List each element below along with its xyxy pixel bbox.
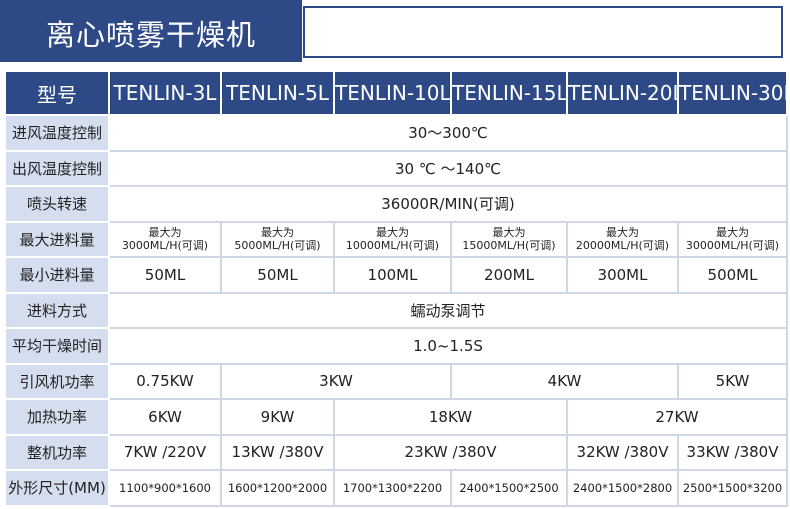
cell-line: 30000ML/H(可调) [685,239,780,253]
row: 引风机功率 0.75KW 3KW 4KW 5KW [4,362,788,400]
row: 外形尺寸(MM) 1100*900*1600 1600*1200*2000 1700*… [4,469,788,507]
title-bar: 离心喷雾干燥机 [0,0,302,62]
row-label: 进料方式 [4,291,110,329]
cell: 30 ℃ ～140℃ [108,149,788,187]
cell: 27KW [566,398,788,436]
cell: 1100*900*1600 [108,469,222,507]
cell: 最大为 15000ML/H(可调) [450,220,568,258]
cell-line: 最大为 [261,226,294,240]
cell: 100ML [333,256,452,294]
row-label: 喷头转速 [4,185,110,223]
row: 进料方式 蠕动泵调节 [4,291,788,329]
header-cell: TENLIN-30L [677,70,788,116]
cell-line: 最大为 [376,226,409,240]
cell-line: 最大为 [148,226,182,240]
row-label: 引风机功率 [4,362,110,400]
cell: 最大为 20000ML/H(可调) [566,220,679,258]
row-label: 进风温度控制 [4,114,110,152]
cell: 0.75KW [108,362,222,400]
cell: 6KW [108,398,222,436]
spec-table: 型号 TENLIN-3L TENLIN-5L TENLIN-10L TENLIN-15L… [4,70,788,507]
cell: 4KW [450,362,679,400]
cell: 500ML [677,256,788,294]
row: 整机功率 7KW /220V 13KW /380V 23KW /380V 32KW /3… [4,433,788,471]
row: 喷头转速 36000R/MIN(可调) [4,185,788,223]
cell: 18KW [333,398,568,436]
cell-line: 5000ML/H(可调) [234,239,321,253]
cell-line: 最大为 [716,226,749,240]
cell-line: 最大为 [492,226,526,240]
row-label: 最小进料量 [4,256,110,294]
cell: 最大为 30000ML/H(可调) [677,220,788,258]
row-label: 整机功率 [4,433,110,471]
cell-line: 3000ML/H(可调) [121,239,209,253]
cell: 2400*1500*2800 [566,469,679,507]
cell: 30～300℃ [108,114,788,152]
cell: 9KW [220,398,335,436]
cell: 3KW [220,362,452,400]
cell-line: 15000ML/H(可调) [462,239,556,253]
cell: 最大为 10000ML/H(可调) [333,220,452,258]
header-row: 型号 TENLIN-3L TENLIN-5L TENLIN-10L TENLIN-15L… [4,70,788,116]
cell: 5KW [677,362,788,400]
header-cell: TENLIN-20L [566,70,679,116]
cell: 200ML [450,256,568,294]
row-label: 最大进料量 [4,220,110,258]
cell: 1.0~1.5S [108,327,788,365]
cell-line: 20000ML/H(可调) [575,239,670,253]
cell: 33KW /380V [677,433,788,471]
row: 平均干燥时间 1.0~1.5S [4,327,788,365]
page-title: 离心喷雾干燥机 [46,18,257,52]
row-label: 出风温度控制 [4,149,110,187]
row-label: 平均干燥时间 [4,327,110,365]
title-box [303,6,783,58]
row: 进风温度控制 30～300℃ [4,114,788,152]
cell: 23KW /380V [333,433,568,471]
row: 出风温度控制 30 ℃ ～140℃ [4,149,788,187]
cell: 7KW /220V [108,433,222,471]
cell: 36000R/MIN(可调) [108,185,788,223]
cell: 32KW /380V [566,433,679,471]
cell: 2500*1500*3200 [677,469,788,507]
cell: 蠕动泵调节 [108,291,788,329]
row: 最小进料量 50ML 50ML 100ML 200ML 300ML 500ML [4,256,788,294]
row-label: 加热功率 [4,398,110,436]
header-cell: TENLIN-10L [333,70,452,116]
cell: 300ML [566,256,679,294]
cell: 1700*1300*2200 [333,469,452,507]
header-cell: TENLIN-5L [220,70,335,116]
cell-line: 10000ML/H(可调) [345,239,440,253]
cell: 50ML [220,256,335,294]
row: 最大进料量 最大为 3000ML/H(可调) 最大为 5000ML/H(可调) 最大为 10… [4,220,788,258]
cell: 最大为 3000ML/H(可调) [108,220,222,258]
cell: 2400*1500*2500 [450,469,568,507]
cell: 13KW /380V [220,433,335,471]
header-cell: TENLIN-15L [450,70,568,116]
cell: 50ML [108,256,222,294]
row-label: 外形尺寸(MM) [4,469,110,507]
header-cell: TENLIN-3L [108,70,222,116]
cell: 1600*1200*2000 [220,469,335,507]
row: 加热功率 6KW 9KW 18KW 27KW [4,398,788,436]
header-cell: 型号 [4,70,110,116]
cell: 最大为 5000ML/H(可调) [220,220,335,258]
cell-line: 最大为 [606,226,639,240]
